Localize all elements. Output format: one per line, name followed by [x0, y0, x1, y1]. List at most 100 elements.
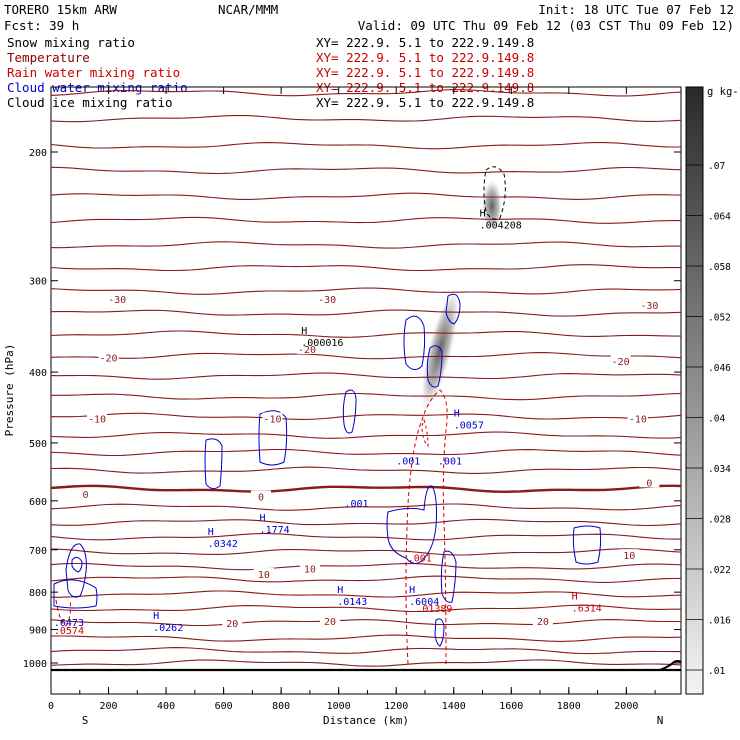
contour-label: 0: [646, 478, 652, 489]
colorbar: g kg-1 .01 .016 .022 .028 .034 .04 .046 .052 .05…: [685, 86, 740, 695]
temperature-contour: [51, 448, 681, 457]
contour-label-bg: [317, 293, 338, 305]
contour-label: -20: [298, 345, 316, 356]
contour-label-bg: [87, 412, 108, 424]
x-tick-label: 400: [157, 701, 175, 712]
y-tick-label: 500: [29, 439, 47, 450]
contour-label: -30: [640, 301, 658, 312]
contour-label-bg: [320, 614, 341, 626]
legend-xy-3: XY= 222.9. 5.1 to 222.9.149.8: [316, 65, 534, 80]
x-end-label-left: S: [82, 714, 89, 727]
temperature-contour: [51, 431, 681, 439]
contour-label-bg: [532, 614, 553, 626]
y-tick-label: 700: [29, 546, 47, 557]
x-tick-label: 800: [272, 701, 290, 712]
contour-label: -30: [108, 295, 126, 306]
temperature-contour: [51, 264, 681, 272]
contour-label-bg: [297, 343, 318, 355]
init-time: Init: 18 UTC Tue 07 Feb 12: [538, 2, 734, 17]
cloud-water-contour: [440, 550, 457, 603]
contour-label: -20: [100, 353, 118, 364]
contour-label-bg: [639, 476, 660, 488]
contour-label: 10: [304, 564, 316, 575]
temperature-contour: [51, 241, 681, 249]
contour-label-bg: [619, 549, 640, 561]
y-tick-label: 1000: [23, 659, 47, 670]
temperature-contour: [51, 330, 681, 338]
colorbar-label: .07: [708, 161, 725, 172]
model-title: TORERO 15km ARW: [4, 2, 117, 17]
colorbar-label: .01: [708, 666, 725, 677]
maximum-marker: H: [337, 585, 343, 596]
axes: 0 200 400 600 800 1000 1200 1400 1600 1800 2000200…: [23, 87, 681, 712]
maximum-marker: H: [480, 209, 486, 220]
x-tick-label: 1800: [557, 701, 581, 712]
contour-label-bg: [627, 412, 648, 424]
x-tick-label: 1400: [442, 701, 466, 712]
y-tick-label: 600: [29, 497, 47, 508]
contour-label-bg: [299, 562, 320, 574]
x-tick-label: 600: [215, 701, 233, 712]
temperature-contour: [51, 309, 681, 317]
terrain-edge: [659, 660, 682, 671]
snow-contour: [483, 166, 506, 220]
maximum-value: .000016: [301, 338, 343, 349]
contour-labels: 0 0 0 -10 -10 -10 -20 -20 -20 -30 -30 -30 10 10 10 20 20…: [54, 209, 660, 637]
temperature-contour: [51, 114, 681, 123]
x-tick-label: 1600: [499, 701, 523, 712]
cloud-water-contours: [53, 166, 602, 665]
colorbar-label: .016: [708, 616, 731, 627]
temperature-contour: [51, 287, 681, 295]
contour-label-bg: [253, 567, 274, 579]
rain-contour: [421, 418, 429, 448]
contour-label: -30: [318, 295, 336, 306]
maximum-marker: H: [301, 326, 307, 337]
rain-contour: [55, 599, 71, 627]
temperature-contour: [51, 562, 681, 571]
contour-label-bg: [610, 354, 631, 366]
maximum-value: .1774: [260, 525, 290, 536]
y-tick-label: 200: [29, 148, 47, 159]
maximum-value: .0143: [337, 597, 367, 608]
temperature-contour: [51, 634, 681, 642]
temperature-contour: [51, 659, 681, 667]
temperature-contour: [51, 619, 681, 627]
temperature-contour: [51, 392, 681, 401]
contour-label: 20: [324, 617, 336, 628]
legend-snow: Snow mixing ratio: [7, 35, 135, 50]
cloud-water-contour: [342, 389, 357, 434]
maximum-value: .6004: [409, 597, 439, 608]
contour-label-bg: [222, 617, 243, 629]
colorbar-body: [685, 86, 704, 695]
temperature-contour: [51, 352, 681, 360]
maximum-value: .004208: [480, 221, 522, 232]
x-tick-label: 0: [48, 701, 54, 712]
x-tick-label: 1200: [384, 701, 408, 712]
temperature-contour: [51, 533, 681, 541]
colorbar-label: .058: [708, 262, 731, 273]
contour-label: -10: [263, 415, 281, 426]
maximum-marker: H: [572, 592, 578, 603]
colorbar-label: .028: [708, 515, 731, 526]
cloud-water-contour: [445, 293, 461, 325]
temperature-contour: [51, 503, 681, 511]
legend-xy-1: XY= 222.9. 5.1 to 222.9.149.8: [316, 35, 534, 50]
contour-label: -20: [612, 357, 630, 368]
temperature-contour: [51, 466, 681, 474]
temperature-contour: [51, 89, 681, 97]
maximum-value: .6473: [54, 618, 84, 629]
contour-label-bg: [262, 412, 283, 424]
maximum-value: .001: [438, 457, 462, 468]
x-tick-label: 2000: [614, 701, 638, 712]
legend-cloud-ice: Cloud ice mixing ratio: [7, 95, 173, 110]
temperature-contour: [51, 548, 681, 556]
x-end-label-right: N: [657, 714, 664, 727]
cloud-water-contour: [426, 345, 443, 388]
temperature-contours: [51, 89, 681, 667]
colorbar-label: .064: [708, 212, 731, 223]
valid-time: Valid: 09 UTC Thu 09 Feb 12 (03 CST Thu …: [358, 18, 734, 33]
x-tick-label: 1000: [327, 701, 351, 712]
colorbar-label: .022: [708, 565, 731, 576]
cloud-water-contour: [71, 556, 83, 573]
